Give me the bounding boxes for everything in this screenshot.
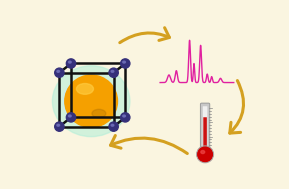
Ellipse shape [123, 115, 125, 117]
FancyBboxPatch shape [201, 103, 210, 150]
Circle shape [66, 59, 76, 68]
Circle shape [55, 68, 64, 77]
Ellipse shape [57, 124, 60, 126]
Ellipse shape [76, 84, 93, 94]
Ellipse shape [57, 70, 60, 72]
Circle shape [65, 75, 118, 127]
Circle shape [121, 113, 130, 122]
Ellipse shape [111, 70, 114, 72]
FancyArrowPatch shape [111, 136, 187, 153]
Ellipse shape [68, 61, 71, 63]
FancyBboxPatch shape [203, 117, 207, 148]
Circle shape [55, 122, 64, 131]
Circle shape [121, 59, 130, 68]
Circle shape [109, 122, 118, 131]
Ellipse shape [52, 66, 130, 137]
Ellipse shape [111, 124, 114, 126]
Ellipse shape [68, 115, 71, 117]
Ellipse shape [92, 109, 106, 118]
Ellipse shape [201, 150, 205, 154]
FancyArrowPatch shape [230, 81, 244, 133]
Circle shape [66, 113, 76, 122]
Ellipse shape [123, 61, 125, 63]
Ellipse shape [63, 76, 119, 126]
Circle shape [109, 68, 118, 77]
Circle shape [197, 146, 214, 163]
FancyArrowPatch shape [120, 28, 169, 43]
FancyBboxPatch shape [203, 106, 208, 147]
